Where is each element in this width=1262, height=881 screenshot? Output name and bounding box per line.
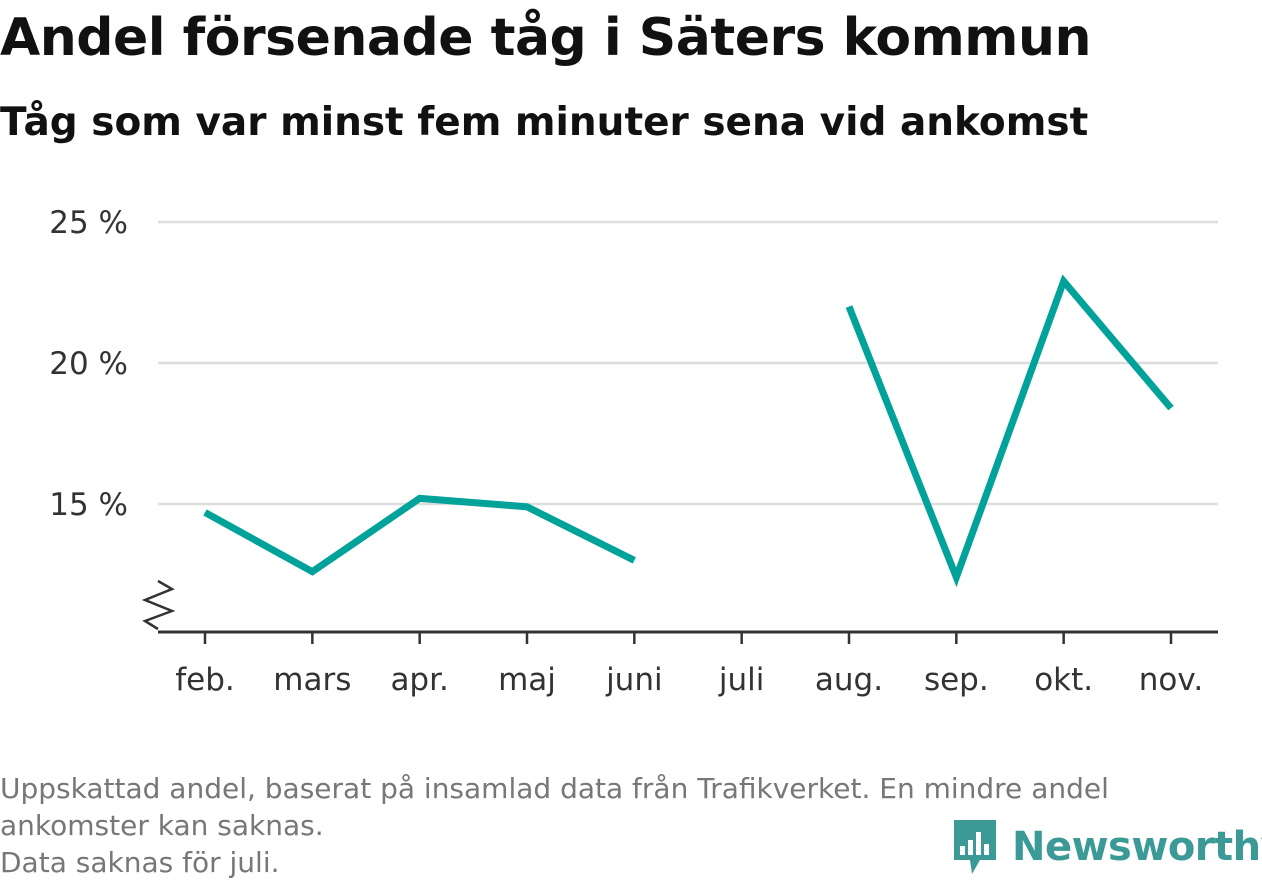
x-tick-label: nov. [1139,662,1203,698]
x-tick-label: feb. [175,662,235,698]
series-lines [203,274,1174,588]
x-tick-label: okt. [1034,662,1093,698]
footnote-line: Uppskattad andel, baserat på insamlad da… [0,772,1109,805]
chart-title: Andel försenade tåg i Säters kommun [0,8,1091,68]
x-tick-label: aug. [815,662,883,698]
x-tick-label: juli [718,662,765,698]
chart-subtitle: Tåg som var minst fem minuter sena vid a… [0,100,1089,145]
x-tick-label: sep. [924,662,989,698]
series-line-segment [845,274,1174,588]
footnote: Uppskattad andel, baserat på insamlad da… [0,770,1250,881]
x-tick-label: apr. [390,662,448,698]
y-tick-label: 20 % [49,346,128,382]
x-tick-label: maj [498,662,556,698]
x-axis-ticks: feb. mars apr. maj juni juli aug. sep. okt. nov. [175,632,1203,698]
y-tick-label: 15 % [49,487,128,523]
newsworthy-logo-icon [954,820,996,874]
x-tick-label: mars [273,662,351,698]
axis-break-mark [141,579,176,631]
grid-lines [158,220,1218,506]
newsworthy-logo: Newsworthy [950,816,1262,878]
footnote-line: Data saknas för juli. [0,846,280,879]
series-line-segment [203,494,636,576]
logo-wordmark: Newsworthy [1012,824,1262,870]
footnote-line: ankomster kan saknas. [0,809,324,842]
x-axis [141,579,1218,634]
y-axis-ticks: 15 % 20 % 25 % [49,205,128,523]
x-tick-label: juni [605,662,663,698]
line-chart: 15 % 20 % 25 % feb. mars apr. maj juni juli aug.… [49,205,1218,698]
y-tick-label: 25 % [49,205,128,241]
